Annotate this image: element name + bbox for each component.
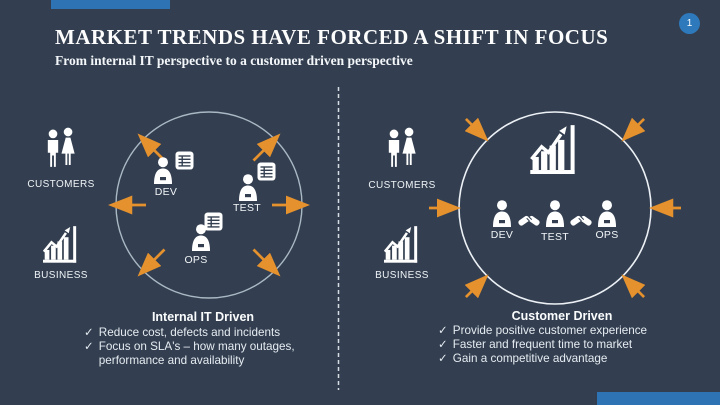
arrow-out-top-right bbox=[252, 133, 281, 162]
check-icon: ✓ bbox=[84, 326, 94, 339]
arrow-out-top-left bbox=[137, 133, 166, 162]
bullet-text: Provide positive customer experience bbox=[452, 324, 648, 337]
arrow-out-bottom-right bbox=[252, 248, 281, 277]
bullet-text: Faster and frequent time to market bbox=[452, 338, 633, 352]
page-subtitle: From internal IT perspective to a custom… bbox=[55, 53, 413, 68]
handshake-icon bbox=[570, 214, 592, 228]
dev-document-icon bbox=[175, 151, 194, 170]
list-item: ✓ Gain a competitive advantage bbox=[438, 352, 694, 366]
ops-person-icon bbox=[598, 200, 616, 227]
dev-person-icon bbox=[154, 157, 172, 184]
list-item: ✓ Faster and frequent time to market bbox=[438, 338, 694, 352]
left-role-test-label: TEST bbox=[232, 202, 262, 214]
right-role-dev-label: DEV bbox=[490, 229, 514, 241]
list-item: ✓ Reduce cost, defects and incidents bbox=[84, 326, 332, 340]
arrow-in-bottom-right bbox=[621, 274, 646, 299]
page-title: MARKET TRENDS HAVE FORCED A SHIFT IN FOC… bbox=[55, 25, 609, 49]
bullet-text: Gain a competitive advantage bbox=[452, 352, 608, 366]
left-role-ops-label: OPS bbox=[184, 254, 208, 266]
dev-person-icon bbox=[493, 200, 511, 227]
arrow-in-top-right bbox=[621, 117, 646, 142]
test-person-icon bbox=[239, 174, 257, 201]
list-item: ✓ Focus on SLA's – how many outages, per… bbox=[84, 340, 332, 368]
customers-label: CUSTOMERS bbox=[368, 180, 436, 191]
handshake-icon bbox=[518, 214, 540, 228]
check-icon: ✓ bbox=[438, 338, 448, 352]
right-role-test-label: TEST bbox=[540, 231, 570, 243]
growth-chart-icon bbox=[528, 124, 577, 174]
list-item: ✓ Provide positive customer experience bbox=[438, 324, 694, 338]
left-bullet-list: ✓ Reduce cost, defects and incidents ✓ F… bbox=[84, 326, 332, 369]
internal-it-circle-diagram bbox=[107, 111, 311, 299]
ops-document-icon bbox=[204, 212, 223, 231]
bottom-accent-bar bbox=[597, 392, 720, 405]
inward-arrows bbox=[429, 117, 681, 299]
customers-icon bbox=[47, 127, 75, 167]
test-document-icon bbox=[257, 162, 276, 181]
right-role-ops-label: OPS bbox=[595, 229, 619, 241]
left-caption-heading: Internal IT Driven bbox=[151, 310, 255, 324]
customers-label: CUSTOMERS bbox=[27, 179, 95, 190]
left-role-dev-label: DEV bbox=[154, 186, 178, 198]
check-icon: ✓ bbox=[438, 352, 448, 366]
bullet-text: Reduce cost, defects and incidents bbox=[98, 326, 281, 339]
arrow-in-top-left bbox=[464, 117, 489, 142]
outward-arrows bbox=[107, 133, 311, 277]
check-icon: ✓ bbox=[438, 324, 448, 337]
test-person-icon bbox=[546, 200, 564, 227]
divider-dashed-line bbox=[337, 87, 340, 390]
business-bar-chart-icon bbox=[384, 224, 418, 264]
business-label: BUSINESS bbox=[375, 270, 429, 281]
arrow-out-bottom-left bbox=[137, 248, 166, 277]
customers-icon bbox=[388, 127, 416, 167]
top-accent-bar bbox=[51, 0, 170, 9]
bullet-text: Focus on SLA's – how many outages, perfo… bbox=[98, 340, 295, 368]
arrow-in-bottom-left bbox=[464, 274, 489, 299]
right-caption-heading: Customer Driven bbox=[511, 309, 613, 323]
slide-number: 1 bbox=[686, 18, 693, 29]
business-label: BUSINESS bbox=[34, 270, 88, 281]
right-bullet-list: ✓ Provide positive customer experience ✓… bbox=[438, 324, 694, 367]
check-icon: ✓ bbox=[84, 340, 94, 354]
customer-driven-circle-diagram bbox=[429, 111, 681, 305]
slide-number-badge: 1 bbox=[679, 13, 700, 34]
business-bar-chart-icon bbox=[43, 224, 77, 264]
